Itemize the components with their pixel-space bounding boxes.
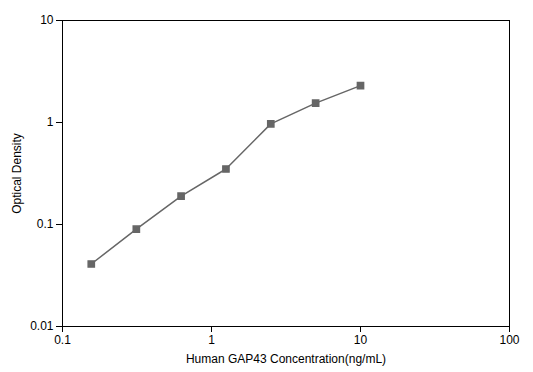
svg-text:0.1: 0.1 (37, 217, 54, 231)
svg-text:10: 10 (354, 333, 368, 347)
svg-text:1: 1 (47, 115, 54, 129)
svg-text:0.01: 0.01 (30, 319, 54, 333)
svg-text:0.1: 0.1 (54, 333, 71, 347)
svg-text:100: 100 (499, 333, 519, 347)
svg-text:10: 10 (40, 13, 54, 27)
svg-text:Optical Density: Optical Density (10, 133, 24, 214)
svg-text:1: 1 (208, 333, 215, 347)
svg-text:Human GAP43 Concentration(ng/m: Human GAP43 Concentration(ng/mL) (186, 352, 386, 366)
